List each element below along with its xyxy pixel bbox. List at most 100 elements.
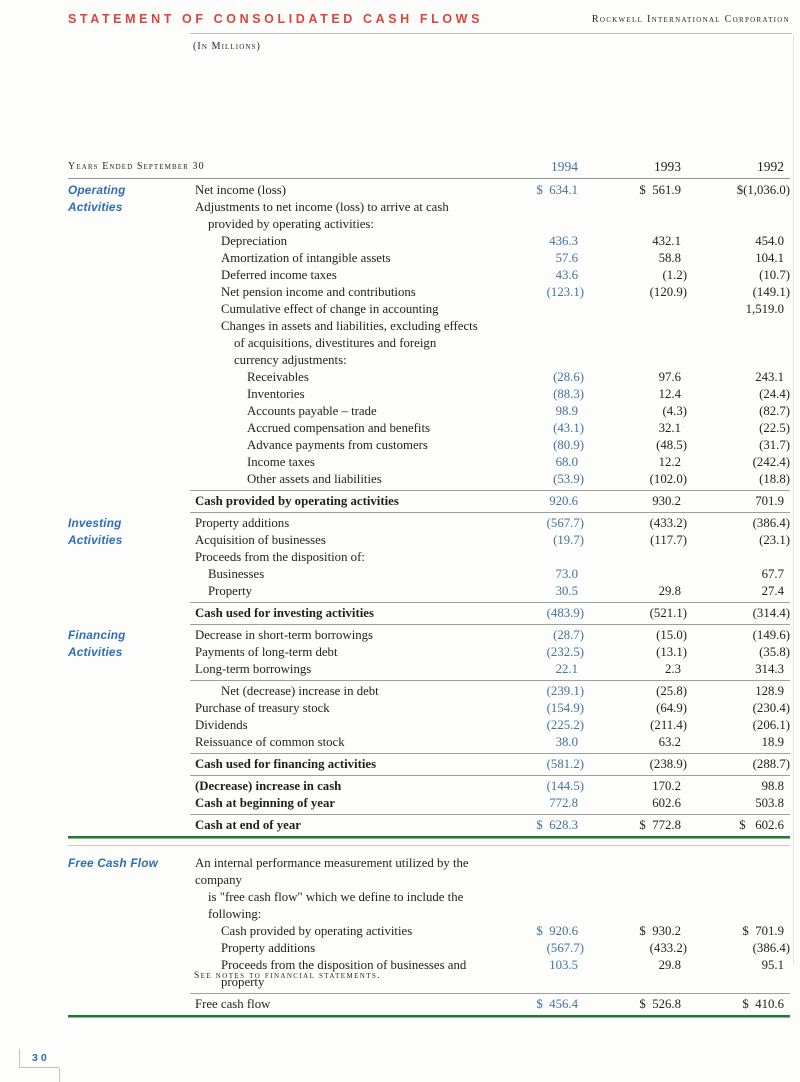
- row-label: Proceeds from the disposition of busines…: [221, 958, 467, 989]
- main-table-rows: Operating Net income (loss) $ 634.1 $ 56…: [68, 179, 790, 834]
- table-row: Deferred income taxes 43.6 (1.2) (10.7): [68, 267, 790, 284]
- table-row: is "free cash flow" which we define to i…: [68, 889, 790, 923]
- table-row: Reissuance of common stock 38.0 63.2 18.…: [68, 734, 790, 751]
- row-label: Deferred income taxes: [221, 268, 337, 282]
- value-1993: 432.1: [652, 234, 681, 248]
- row-label: currency adjustments:: [234, 353, 347, 367]
- value-1993: [584, 318, 687, 335]
- table-row: Accounts payable – trade 98.9 (4.3) (82.…: [68, 403, 790, 420]
- value-1994: (19.7): [553, 533, 584, 547]
- table-row: Proceeds from the disposition of:: [68, 549, 790, 566]
- value-1992: (149.6): [752, 628, 790, 642]
- value-1993: $ 526.8: [639, 997, 681, 1011]
- table-row: Receivables (28.6) 97.6 243.1: [68, 369, 790, 386]
- value-1994: 22.1: [555, 662, 578, 676]
- section-label: [68, 566, 195, 583]
- value-1994: $ 920.6: [536, 924, 578, 938]
- section-label: [68, 301, 195, 318]
- section-label: [68, 940, 195, 957]
- row-label: Cash at end of year: [195, 818, 301, 832]
- section-label: [68, 493, 195, 510]
- value-1992: 314.3: [755, 662, 784, 676]
- row-label: Proceeds from the disposition of:: [195, 550, 365, 564]
- value-1994: [488, 335, 584, 352]
- row-label: of acquisitions, divestitures and foreig…: [234, 336, 437, 350]
- value-1992: (24.4): [759, 387, 790, 401]
- section-label: Activities: [68, 533, 123, 547]
- row-label: Cash used for investing activities: [195, 606, 374, 620]
- row-label: is "free cash flow" which we define to i…: [208, 890, 464, 921]
- section-label: [68, 250, 195, 267]
- value-1993: [584, 549, 687, 566]
- value-1992: [687, 199, 790, 216]
- value-1993: $ 930.2: [639, 924, 681, 938]
- section-label: [68, 437, 195, 454]
- section-label: [68, 957, 195, 991]
- value-1992: $ 410.6: [742, 997, 784, 1011]
- value-1993: 58.8: [658, 251, 681, 265]
- row-label: Advance payments from customers: [247, 438, 428, 452]
- table-row: Advance payments from customers (80.9) (…: [68, 437, 790, 454]
- value-1994: 30.5: [555, 584, 578, 598]
- value-1993: (521.1): [649, 606, 687, 620]
- page-edge-line: [793, 34, 794, 964]
- value-1993: (64.9): [656, 701, 687, 715]
- value-1992: (314.4): [752, 606, 790, 620]
- row-label: Purchase of treasury stock: [195, 701, 330, 715]
- table-row: Purchase of treasury stock (154.9) (64.9…: [68, 700, 790, 717]
- table-row: Income taxes 68.0 12.2 (242.4): [68, 454, 790, 471]
- value-1994: 43.6: [555, 268, 578, 282]
- value-1993: (117.7): [650, 533, 687, 547]
- row-label: Cumulative effect of change in accountin…: [221, 302, 439, 316]
- table-row: Other assets and liabilities (53.9) (102…: [68, 471, 790, 488]
- value-1993: 97.6: [658, 370, 681, 384]
- corporation-name: Rockwell International Corporation: [591, 14, 790, 25]
- value-1993: [584, 855, 687, 889]
- value-1994: [488, 855, 584, 889]
- value-1993: (102.0): [649, 472, 687, 486]
- section-label: [68, 549, 195, 566]
- section-label: [68, 923, 195, 940]
- value-1994: (567.7): [546, 516, 584, 530]
- value-1994: [488, 301, 584, 318]
- year-column-1992: 1992: [757, 159, 784, 174]
- value-1993: 12.4: [658, 387, 681, 401]
- section-label: [68, 335, 195, 352]
- row-label: An internal performance measurement util…: [195, 856, 469, 887]
- value-1994: (232.5): [546, 645, 584, 659]
- value-1992: (149.1): [752, 285, 790, 299]
- row-label: Decrease in short-term borrowings: [195, 628, 374, 642]
- section-label: [68, 734, 195, 751]
- value-1993: (120.9): [649, 285, 687, 299]
- table-row: Free cash flow $ 456.4 $ 526.8 $ 410.6: [68, 993, 790, 1013]
- table-row: Long-term borrowings 22.1 2.3 314.3: [68, 661, 790, 678]
- value-1994: [488, 352, 584, 369]
- value-1993: (25.8): [656, 684, 687, 698]
- section-label: Investing: [68, 516, 122, 530]
- table-row: Depreciation 436.3 432.1 454.0: [68, 233, 790, 250]
- section-label: [68, 216, 195, 233]
- row-label: Net income (loss): [195, 183, 286, 197]
- value-1992: (82.7): [759, 404, 790, 418]
- section-label: [68, 717, 195, 734]
- value-1992: 243.1: [755, 370, 784, 384]
- row-label: Changes in assets and liabilities, exclu…: [221, 319, 478, 333]
- value-1993: 170.2: [652, 779, 681, 793]
- section-label: [68, 683, 195, 700]
- row-label: Receivables: [247, 370, 309, 384]
- value-1994: 57.6: [555, 251, 578, 265]
- value-1992: [687, 318, 790, 335]
- row-label: Other assets and liabilities: [247, 472, 382, 486]
- value-1992: 67.7: [761, 567, 784, 581]
- value-1992: (23.1): [759, 533, 790, 547]
- value-1994: [488, 549, 584, 566]
- row-label: Acquisition of businesses: [195, 533, 326, 547]
- section-label: [68, 420, 195, 437]
- value-1994: $ 628.3: [536, 818, 578, 832]
- row-label: Property additions: [221, 941, 316, 955]
- table-header-label: Years Ended September 30: [68, 161, 205, 172]
- value-1993: $ 561.9: [639, 183, 681, 197]
- table-row: Changes in assets and liabilities, exclu…: [68, 318, 790, 335]
- value-1993: 602.6: [652, 796, 681, 810]
- section-label: [68, 284, 195, 301]
